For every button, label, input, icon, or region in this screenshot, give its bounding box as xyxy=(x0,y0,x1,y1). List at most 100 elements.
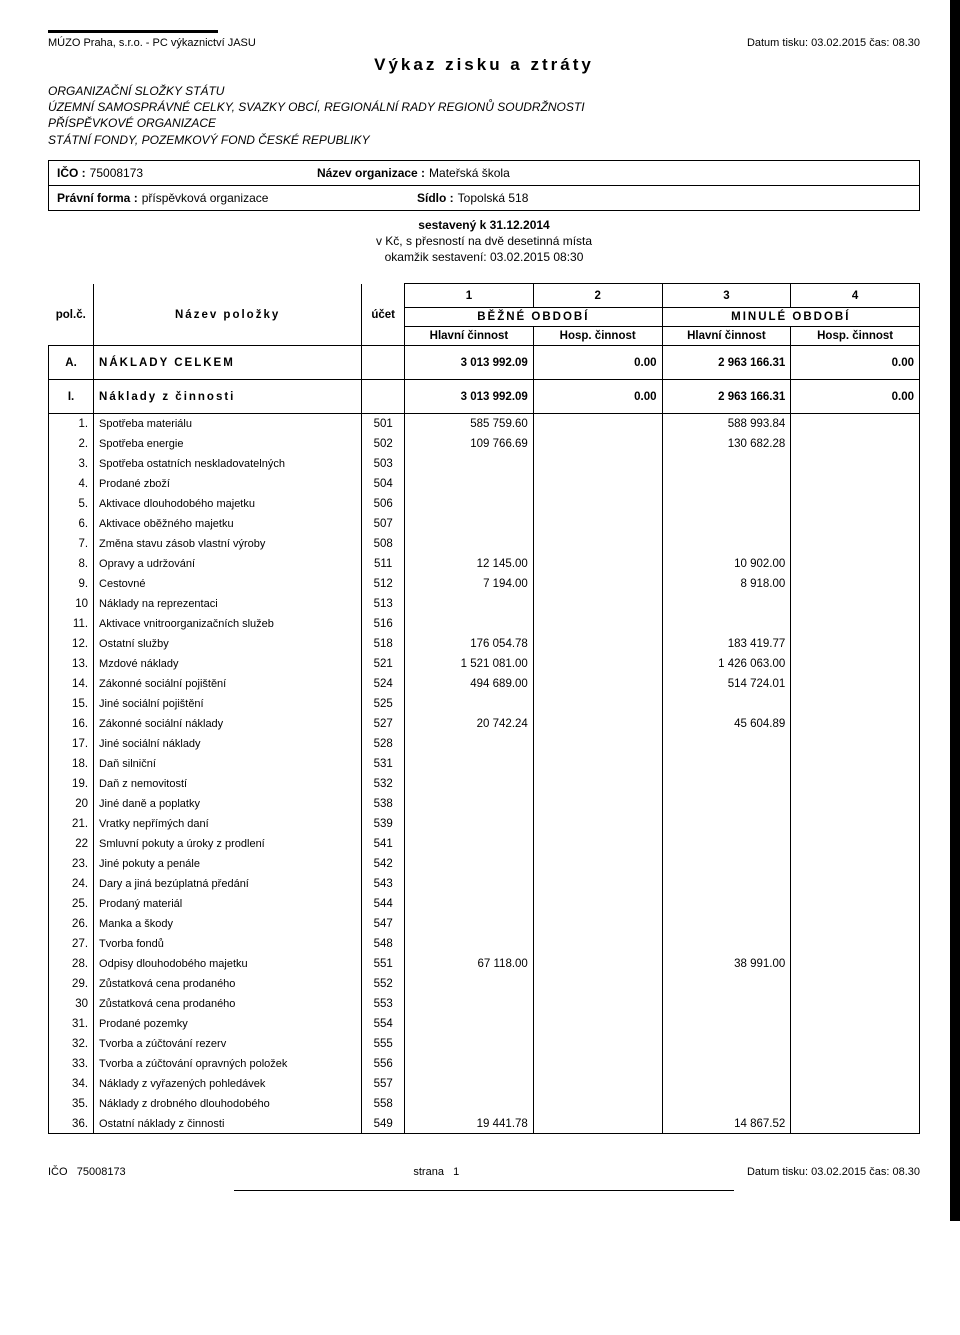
row-ucet: 532 xyxy=(362,774,405,794)
row-num: 33. xyxy=(49,1054,94,1074)
orgname-value: Mateřská škola xyxy=(429,166,510,180)
table-row: 29.Zůstatková cena prodaného552 xyxy=(49,974,920,994)
seat-value: Topolská 518 xyxy=(458,191,529,205)
meta-line2: v Kč, s přesností na dvě desetinná místa xyxy=(48,233,920,249)
row-v3 xyxy=(662,914,791,934)
row-ucet: 506 xyxy=(362,494,405,514)
row-v2 xyxy=(533,834,662,854)
row-ucet: 547 xyxy=(362,914,405,934)
row-v4 xyxy=(791,554,920,574)
th-c1: 1 xyxy=(405,284,534,308)
ico-value: 75008173 xyxy=(90,166,143,180)
sect-name: Náklady z činnosti xyxy=(94,380,362,414)
row-v3 xyxy=(662,994,791,1014)
row-v4 xyxy=(791,994,920,1014)
row-v2 xyxy=(533,1074,662,1094)
row-v2 xyxy=(533,754,662,774)
row-v2 xyxy=(533,494,662,514)
row-v2 xyxy=(533,434,662,454)
table-row: 20Jiné daně a poplatky538 xyxy=(49,794,920,814)
row-v3 xyxy=(662,894,791,914)
row-name: Daň z nemovitostí xyxy=(94,774,362,794)
row-v4 xyxy=(791,914,920,934)
row-ucet: 549 xyxy=(362,1114,405,1134)
row-v1 xyxy=(405,1034,534,1054)
row-name: Náklady z vyřazených pohledávek xyxy=(94,1074,362,1094)
table-row: 16.Zákonné sociální náklady52720 742.244… xyxy=(49,714,920,734)
row-v4 xyxy=(791,634,920,654)
row-v2 xyxy=(533,594,662,614)
row-v1 xyxy=(405,1074,534,1094)
table-row: 7.Změna stavu zásob vlastní výroby508 xyxy=(49,534,920,554)
th-ucet: účet xyxy=(362,284,405,346)
row-v1 xyxy=(405,994,534,1014)
row-name: Aktivace vnitroorganizačních služeb xyxy=(94,614,362,634)
row-num: 30 xyxy=(49,994,94,1014)
th-minule: MINULÉ OBDOBÍ xyxy=(662,308,919,327)
row-v2 xyxy=(533,994,662,1014)
row-v1 xyxy=(405,834,534,854)
row-v4 xyxy=(791,774,920,794)
sub1: ORGANIZAČNÍ SLOŽKY STÁTU xyxy=(48,83,920,99)
row-num: 10 xyxy=(49,594,94,614)
table-row: 1.Spotřeba materiálu501585 759.60588 993… xyxy=(49,414,920,434)
table-row: 14.Zákonné sociální pojištění524494 689.… xyxy=(49,674,920,694)
table-row: 31.Prodané pozemky554 xyxy=(49,1014,920,1034)
row-v4 xyxy=(791,894,920,914)
row-v2 xyxy=(533,794,662,814)
table-body: A.NÁKLADY CELKEM3 013 992.090.002 963 16… xyxy=(49,346,920,1134)
row-v4 xyxy=(791,1034,920,1054)
row-v3 xyxy=(662,614,791,634)
table-row: 28.Odpisy dlouhodobého majetku55167 118.… xyxy=(49,954,920,974)
row-v2 xyxy=(533,654,662,674)
row-v2 xyxy=(533,534,662,554)
row-ucet: 521 xyxy=(362,654,405,674)
sect-ucet xyxy=(362,346,405,380)
table-row: 19.Daň z nemovitostí532 xyxy=(49,774,920,794)
table-row: 10Náklady na reprezentaci513 xyxy=(49,594,920,614)
row-v2 xyxy=(533,854,662,874)
th-c3: 3 xyxy=(662,284,791,308)
row-v1: 7 194.00 xyxy=(405,574,534,594)
th-bezne: BĚŽNÉ OBDOBÍ xyxy=(405,308,662,327)
row-v1 xyxy=(405,774,534,794)
row-v2 xyxy=(533,1014,662,1034)
row-ucet: 541 xyxy=(362,834,405,854)
row-v4 xyxy=(791,1094,920,1114)
row-v1 xyxy=(405,854,534,874)
row-v3 xyxy=(662,854,791,874)
row-name: Prodané pozemky xyxy=(94,1014,362,1034)
row-ucet: 518 xyxy=(362,634,405,654)
subheader: ORGANIZAČNÍ SLOŽKY STÁTU ÚZEMNÍ SAMOSPRÁ… xyxy=(48,83,920,148)
footer: IČO 75008173 strana 1 Datum tisku: 03.02… xyxy=(48,1162,920,1178)
row-v3: 8 918.00 xyxy=(662,574,791,594)
row-v3: 130 682.28 xyxy=(662,434,791,454)
row-name: Manka a škody xyxy=(94,914,362,934)
row-v3: 588 993.84 xyxy=(662,414,791,434)
row-v2 xyxy=(533,734,662,754)
table-row: 26.Manka a škody547 xyxy=(49,914,920,934)
sect-v2: 0.00 xyxy=(533,380,662,414)
row-name: Zůstatková cena prodaného xyxy=(94,974,362,994)
row-name: Vratky nepřímých daní xyxy=(94,814,362,834)
row-num: 11. xyxy=(49,614,94,634)
sect-v1: 3 013 992.09 xyxy=(405,380,534,414)
row-num: 17. xyxy=(49,734,94,754)
table-row: 23.Jiné pokuty a penále542 xyxy=(49,854,920,874)
row-v4 xyxy=(791,794,920,814)
row-num: 23. xyxy=(49,854,94,874)
row-v4 xyxy=(791,754,920,774)
th-hlavni-1: Hlavní činnost xyxy=(405,327,534,346)
row-num: 9. xyxy=(49,574,94,594)
row-v3 xyxy=(662,814,791,834)
ico-label: IČO : xyxy=(57,166,86,180)
row-v1: 1 521 081.00 xyxy=(405,654,534,674)
row-ucet: 544 xyxy=(362,894,405,914)
row-ucet: 554 xyxy=(362,1014,405,1034)
footer-left: IČO 75008173 xyxy=(48,1166,126,1178)
row-v4 xyxy=(791,954,920,974)
row-ucet: 511 xyxy=(362,554,405,574)
sect-ucet xyxy=(362,380,405,414)
row-v3 xyxy=(662,794,791,814)
row-v4 xyxy=(791,514,920,534)
